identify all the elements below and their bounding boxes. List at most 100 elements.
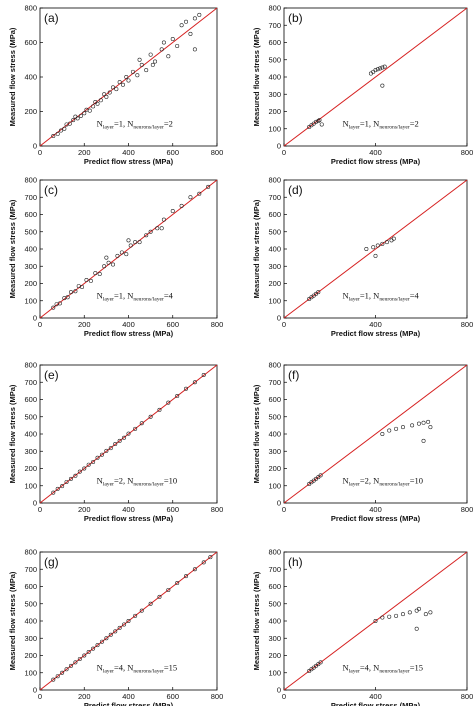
y-axis-label: Measured flow stress (MPa) [8, 384, 17, 483]
data-point [68, 476, 73, 481]
x-axis-label: Predict flow stress (MPa) [331, 329, 421, 338]
y-tick-label: 200 [24, 651, 37, 660]
data-point [91, 459, 96, 464]
panel-5: 0 400 800 0 100 200 300 400 500 600 700 800 Predict … [252, 361, 473, 524]
y-tick-label: 400 [24, 430, 37, 439]
data-point [373, 68, 378, 73]
data-point [384, 240, 389, 245]
data-point [107, 90, 112, 95]
data-point [144, 233, 149, 238]
panel-3: 0 400 800 0 100 200 300 400 500 600 700 800 Predict … [252, 176, 473, 339]
data-point [144, 68, 149, 73]
data-point [421, 420, 426, 425]
annotation-neur-sub: neurons/layer [133, 125, 164, 131]
x-tick-label: 800 [461, 320, 474, 329]
data-point [155, 226, 160, 231]
annotation-tail: =10 [164, 476, 177, 486]
y-tick-label: 200 [268, 651, 281, 660]
x-tick-label: 200 [78, 320, 91, 329]
y-tick-label: 0 [277, 499, 281, 508]
panel-label: (f) [288, 368, 299, 382]
data-point [99, 639, 104, 644]
data-point [375, 67, 380, 72]
y-tick-label: 100 [268, 124, 281, 133]
data-point [157, 594, 162, 599]
annotation-n: N [343, 291, 349, 301]
data-point [51, 133, 56, 138]
y-axis-label: Measured flow stress (MPa) [252, 384, 261, 483]
x-tick-label: 800 [461, 692, 474, 701]
data-point [64, 479, 69, 484]
data-point [394, 613, 399, 618]
data-point [68, 663, 73, 668]
data-point [95, 643, 100, 648]
annotation-layer-sub: layer [349, 297, 360, 303]
y-tick-label: 700 [268, 193, 281, 202]
data-point [60, 484, 65, 489]
annotation: Nlayer=2, Nneurons/layer=10 [97, 476, 178, 488]
y-tick-label: 800 [268, 548, 281, 557]
x-axis-label: Predict flow stress (MPa) [331, 157, 421, 166]
panel-label: (a) [44, 11, 59, 25]
data-point [197, 191, 202, 196]
y-tick-label: 400 [268, 73, 281, 82]
data-point [124, 75, 129, 80]
data-point [148, 229, 153, 234]
data-point [364, 247, 369, 252]
x-tick-label: 800 [211, 148, 224, 157]
data-point [67, 121, 72, 126]
data-point [82, 653, 87, 658]
data-point [104, 255, 109, 260]
annotation-n: N [97, 476, 103, 486]
data-point [175, 43, 180, 48]
x-tick-label: 400 [122, 505, 135, 514]
data-point [318, 660, 323, 665]
data-point [120, 82, 125, 87]
data-point [157, 407, 162, 412]
data-point [95, 101, 100, 106]
data-point [126, 78, 131, 83]
x-tick-label: 0 [282, 320, 286, 329]
y-tick-label: 300 [24, 634, 37, 643]
y-axis-label: Measured flow stress (MPa) [8, 571, 17, 670]
y-tick-label: 400 [268, 430, 281, 439]
data-point [111, 85, 116, 90]
data-point [59, 128, 64, 133]
data-point [148, 414, 153, 419]
data-point [55, 131, 60, 136]
y-tick-label: 0 [33, 142, 37, 151]
data-point [428, 425, 433, 430]
y-axis-label: Measured flow stress (MPa) [252, 571, 261, 670]
annotation: Nlayer=1, Nneurons/layer=4 [97, 291, 174, 303]
annotation-mid: =1, N [360, 291, 379, 301]
data-point [108, 632, 113, 637]
annotation-mid: =1, N [114, 291, 133, 301]
x-axis-label: Predict flow stress (MPa) [331, 514, 421, 523]
x-tick-label: 400 [369, 148, 382, 157]
data-point [80, 284, 85, 289]
annotation-n: N [97, 119, 103, 129]
x-axis-label: Predict flow stress (MPa) [84, 514, 174, 523]
panel-label: (g) [44, 555, 59, 569]
y-tick-label: 400 [24, 73, 37, 82]
data-point [128, 243, 133, 248]
y-tick-label: 200 [268, 279, 281, 288]
data-point [380, 241, 385, 246]
data-point [68, 290, 73, 295]
panel-4: 0 200 400 600 800 0 100 200 300 400 500 600 700 800 Pr… [8, 361, 223, 524]
x-tick-label: 0 [38, 148, 42, 157]
data-point [98, 98, 103, 103]
data-point [423, 612, 428, 617]
data-point [317, 118, 322, 123]
y-tick-label: 800 [268, 4, 281, 13]
y-tick-label: 100 [268, 296, 281, 305]
annotation-neur-sub: neurons/layer [133, 669, 164, 675]
annotation-neur-sub: neurons/layer [133, 297, 164, 303]
annotation-layer-sub: layer [349, 482, 360, 488]
data-point [208, 555, 213, 560]
x-tick-label: 800 [461, 505, 474, 514]
data-point [102, 92, 107, 97]
y-tick-label: 700 [268, 21, 281, 30]
data-point [407, 610, 412, 615]
